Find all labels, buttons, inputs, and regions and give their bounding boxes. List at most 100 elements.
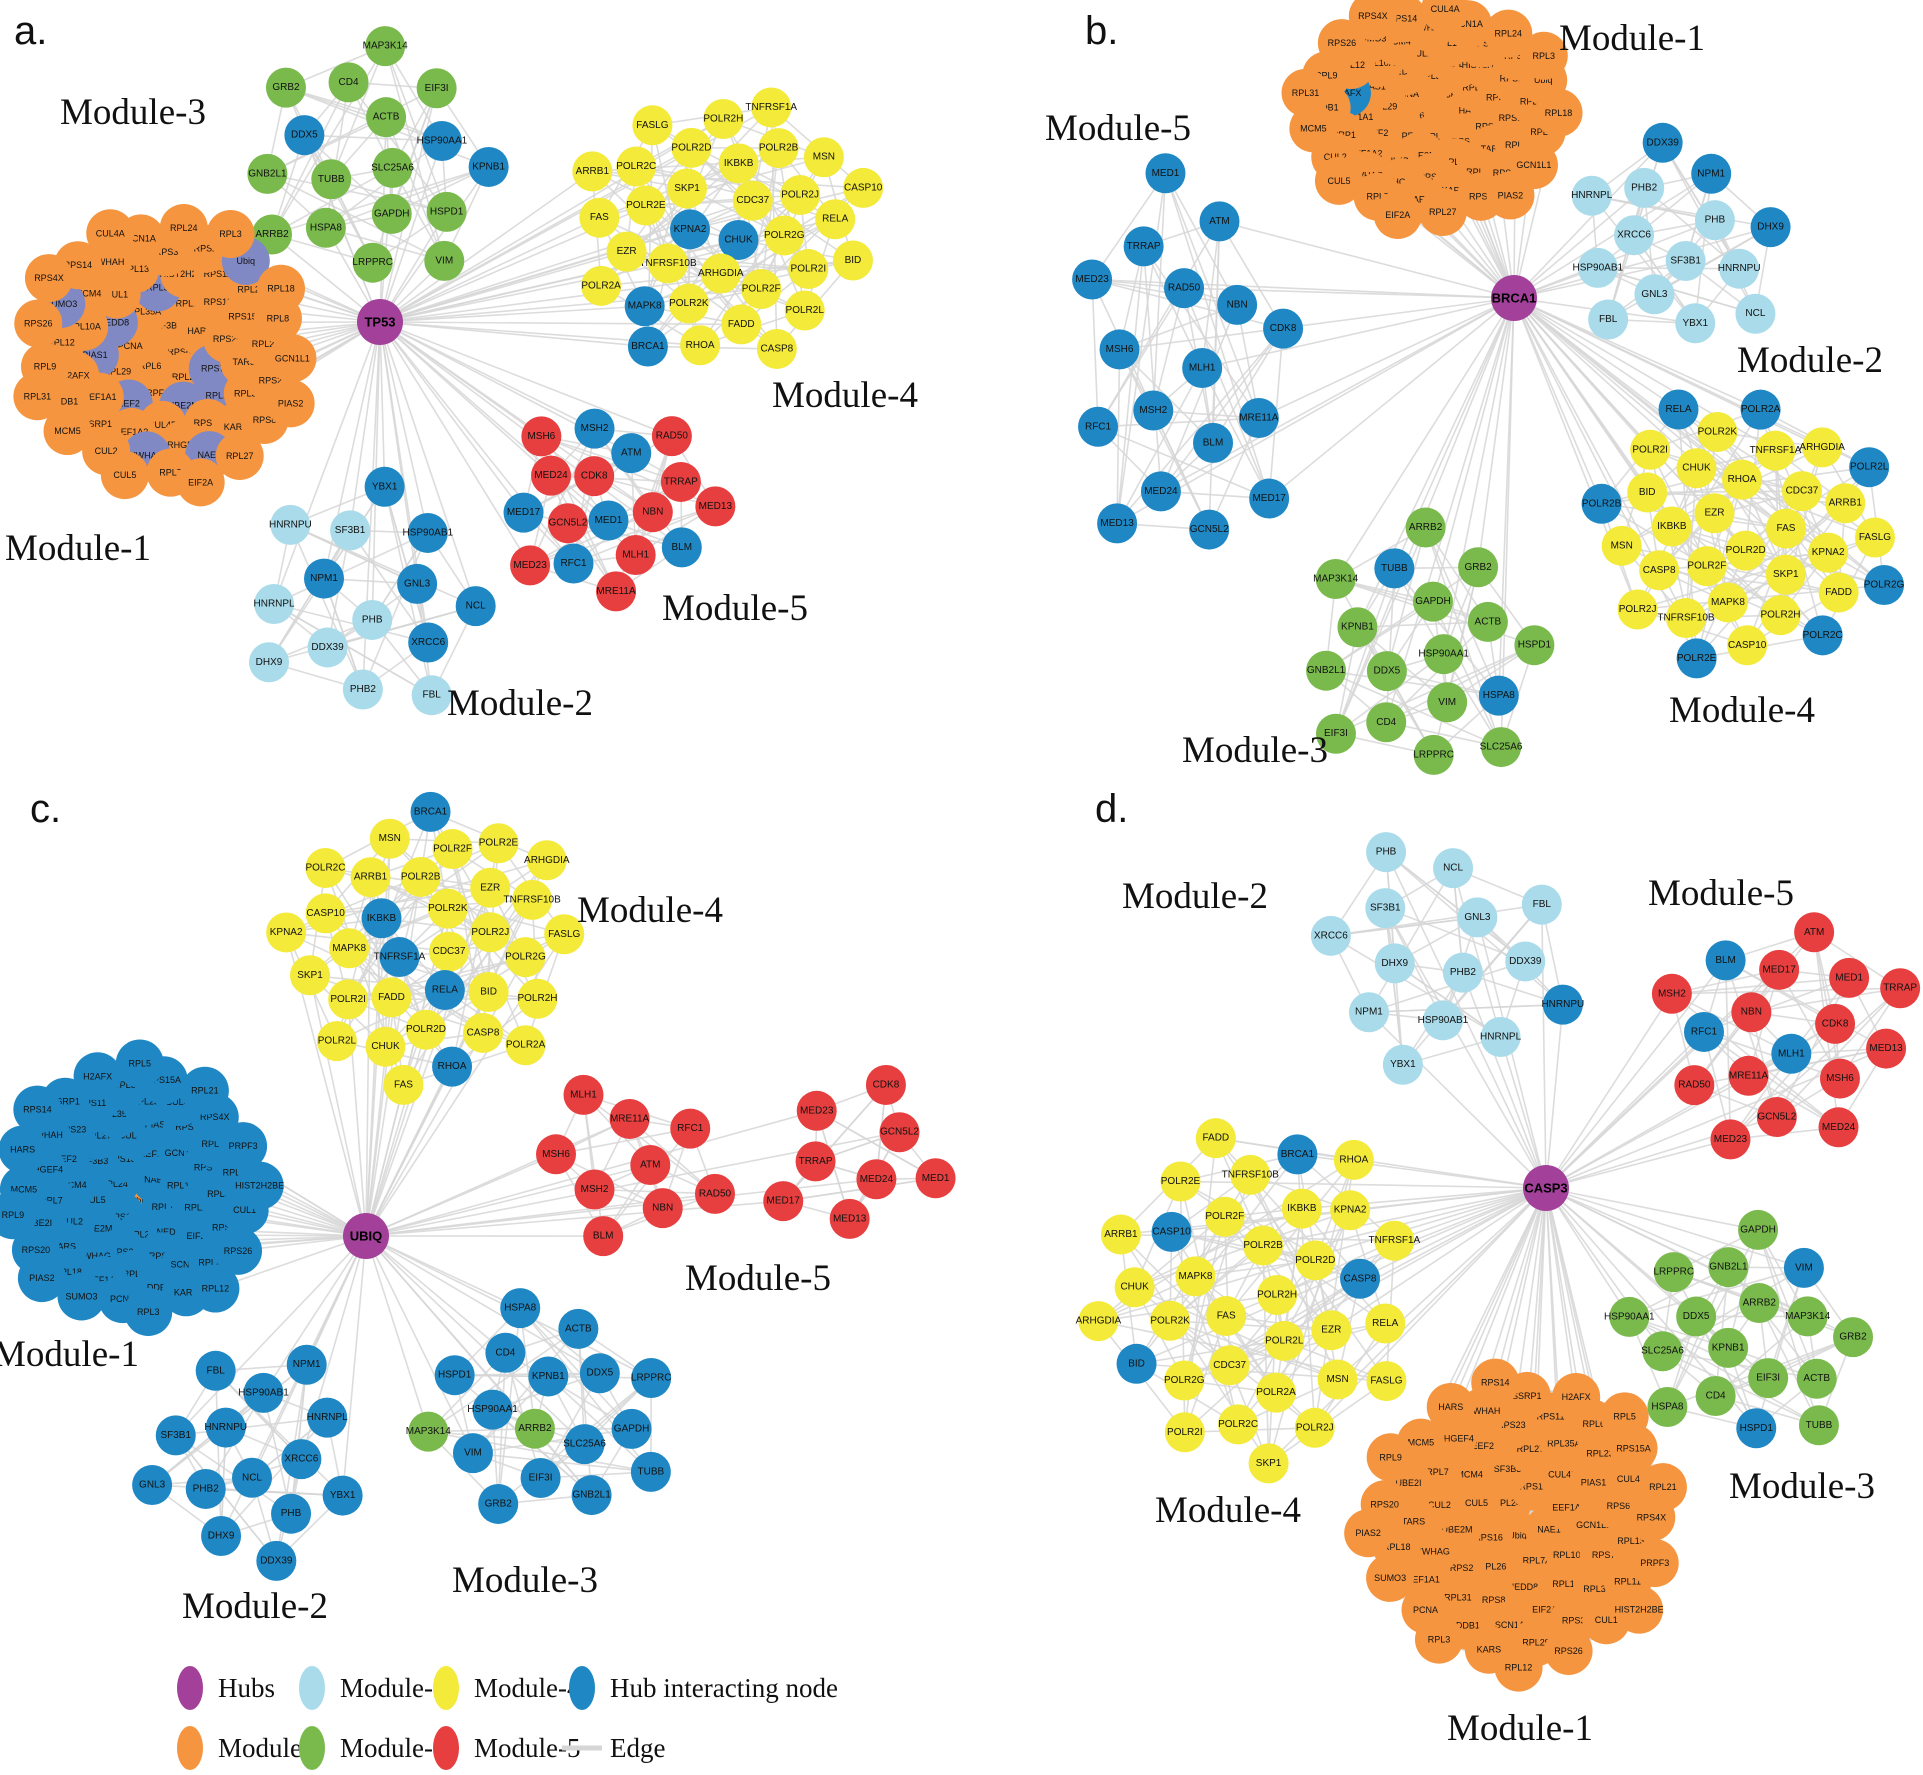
node-SLC25A6: SLC25A6	[1641, 1331, 1684, 1372]
edge	[215, 1370, 302, 1460]
node-circle	[1257, 1275, 1298, 1316]
node-label: YBX1	[1682, 318, 1708, 329]
node-label: SCN1A	[126, 233, 156, 243]
node-circle	[249, 642, 290, 683]
node-label: IKBKB	[724, 158, 754, 169]
node-circle	[500, 1288, 541, 1329]
hub-edge	[1442, 297, 1515, 655]
node-RPL12: RPL12	[191, 1264, 240, 1313]
legend-swatch-red	[433, 1726, 459, 1770]
node-RFC1: RFC1	[553, 543, 594, 584]
node-label: TUBB	[318, 174, 345, 185]
node-label: GCN1L1	[1516, 160, 1551, 170]
edge	[428, 1430, 585, 1445]
node-RAD50: RAD50	[651, 416, 692, 457]
node-label: TNFRSF1A	[1750, 445, 1802, 456]
node-circle	[1615, 1585, 1664, 1634]
node-circle	[1542, 984, 1583, 1025]
edge	[1384, 908, 1404, 1065]
node-label: RPL26	[127, 1230, 155, 1240]
node-label: MSH6	[527, 431, 555, 442]
node-POLR2C: POLR2C	[1218, 1404, 1258, 1445]
node-label: RPL18	[1383, 1542, 1411, 1552]
hub-edge	[1513, 297, 1698, 659]
node-label: POLR2I	[791, 264, 827, 275]
node-HSPD1: HSPD1	[434, 1355, 475, 1396]
node-label: POLR2E	[1161, 1176, 1201, 1187]
hub-edge	[305, 1235, 367, 1366]
edge	[1283, 1208, 1303, 1342]
hub-edge	[341, 1235, 367, 1496]
node-label: RPS23	[1497, 1420, 1526, 1430]
node-label: MED1	[1835, 972, 1863, 983]
node-label: TARS	[1402, 1517, 1425, 1527]
node-circle	[1133, 390, 1174, 431]
node-circle	[624, 286, 665, 327]
node-label: EIF2A	[188, 477, 213, 487]
node-circle	[155, 1415, 196, 1456]
node-circle	[424, 970, 465, 1011]
node-circle	[1880, 968, 1921, 1009]
edge	[1432, 601, 1502, 748]
node-CASP10: CASP10	[843, 167, 884, 208]
edge	[1183, 287, 1270, 499]
node-label: RPL13	[1435, 38, 1463, 48]
node-circle	[1609, 1296, 1650, 1337]
node-label: XRCC6	[1314, 930, 1348, 941]
node-KPNB1: KPNB1	[1337, 607, 1378, 648]
node-circle	[1145, 153, 1186, 194]
node-label: RPS14	[1481, 1378, 1510, 1388]
node-circle	[256, 264, 305, 313]
edge	[267, 116, 387, 175]
node-MLH1: MLH1	[563, 1074, 604, 1115]
node-label: EEF2	[54, 1154, 77, 1164]
node-CUL5: CUL5	[100, 451, 149, 500]
edge	[384, 45, 448, 213]
node-label: RPL5	[129, 1058, 152, 1068]
node-label: RPL14	[1462, 83, 1490, 93]
node-circle	[304, 558, 345, 599]
edge	[1368, 1003, 1563, 1014]
node-label: PRPF3	[229, 1141, 258, 1151]
node-label: ARHGEF4	[21, 1165, 64, 1175]
node-GAPDH: GAPDH	[611, 1408, 652, 1449]
node-label: RHOA	[438, 1061, 467, 1072]
node-label: RPS14	[64, 260, 93, 270]
hub-edge	[1262, 1187, 1547, 1247]
node-circle	[796, 1090, 837, 1131]
node-SUMO3: SUMO3	[57, 1272, 106, 1321]
node-circle	[1707, 582, 1748, 623]
node-label: ARHGEF4	[1431, 1433, 1474, 1443]
node-PHB2: PHB2	[1624, 167, 1665, 208]
node-circle	[1422, 1000, 1463, 1041]
node-label: ACTB	[565, 1323, 592, 1334]
panel-a-module-label: Module-5	[662, 588, 808, 629]
node-label: RPL10A	[1361, 58, 1395, 68]
node-label: GRB2	[1464, 562, 1492, 573]
node-label: MRE11A	[596, 586, 636, 597]
hub-edge	[1545, 1004, 1564, 1189]
hub-circle	[357, 299, 403, 345]
node-circle	[1653, 1252, 1694, 1293]
node-label: MCM4	[1384, 37, 1411, 47]
node-circle	[462, 1012, 503, 1053]
node-label: ARHGDIA	[524, 855, 570, 866]
node-DHX9: DHX9	[201, 1515, 242, 1556]
node-label: GNL3	[1464, 912, 1491, 923]
node-label: POLR2F	[1687, 561, 1726, 572]
node-label: RPL11	[1614, 1576, 1641, 1586]
node-RPL21: RPL21	[1638, 1463, 1687, 1512]
node-MED1: MED1	[588, 500, 629, 541]
node-GCN5L2: GCN5L2	[879, 1112, 920, 1153]
node-label: TNFRSF1A	[745, 102, 797, 113]
node-HNRNPU: HNRNPU	[204, 1407, 247, 1448]
node-circle	[630, 1451, 671, 1492]
node-label: HIST2H2BE	[235, 1181, 284, 1191]
node-circle	[1638, 1463, 1687, 1512]
hub-edge	[379, 321, 429, 534]
edge	[1706, 551, 1829, 567]
node-RELA: RELA	[1658, 389, 1699, 430]
node-label: UBE2I	[26, 1218, 52, 1228]
node-label: RPL30	[1583, 1584, 1611, 1594]
node-circle	[625, 185, 666, 226]
